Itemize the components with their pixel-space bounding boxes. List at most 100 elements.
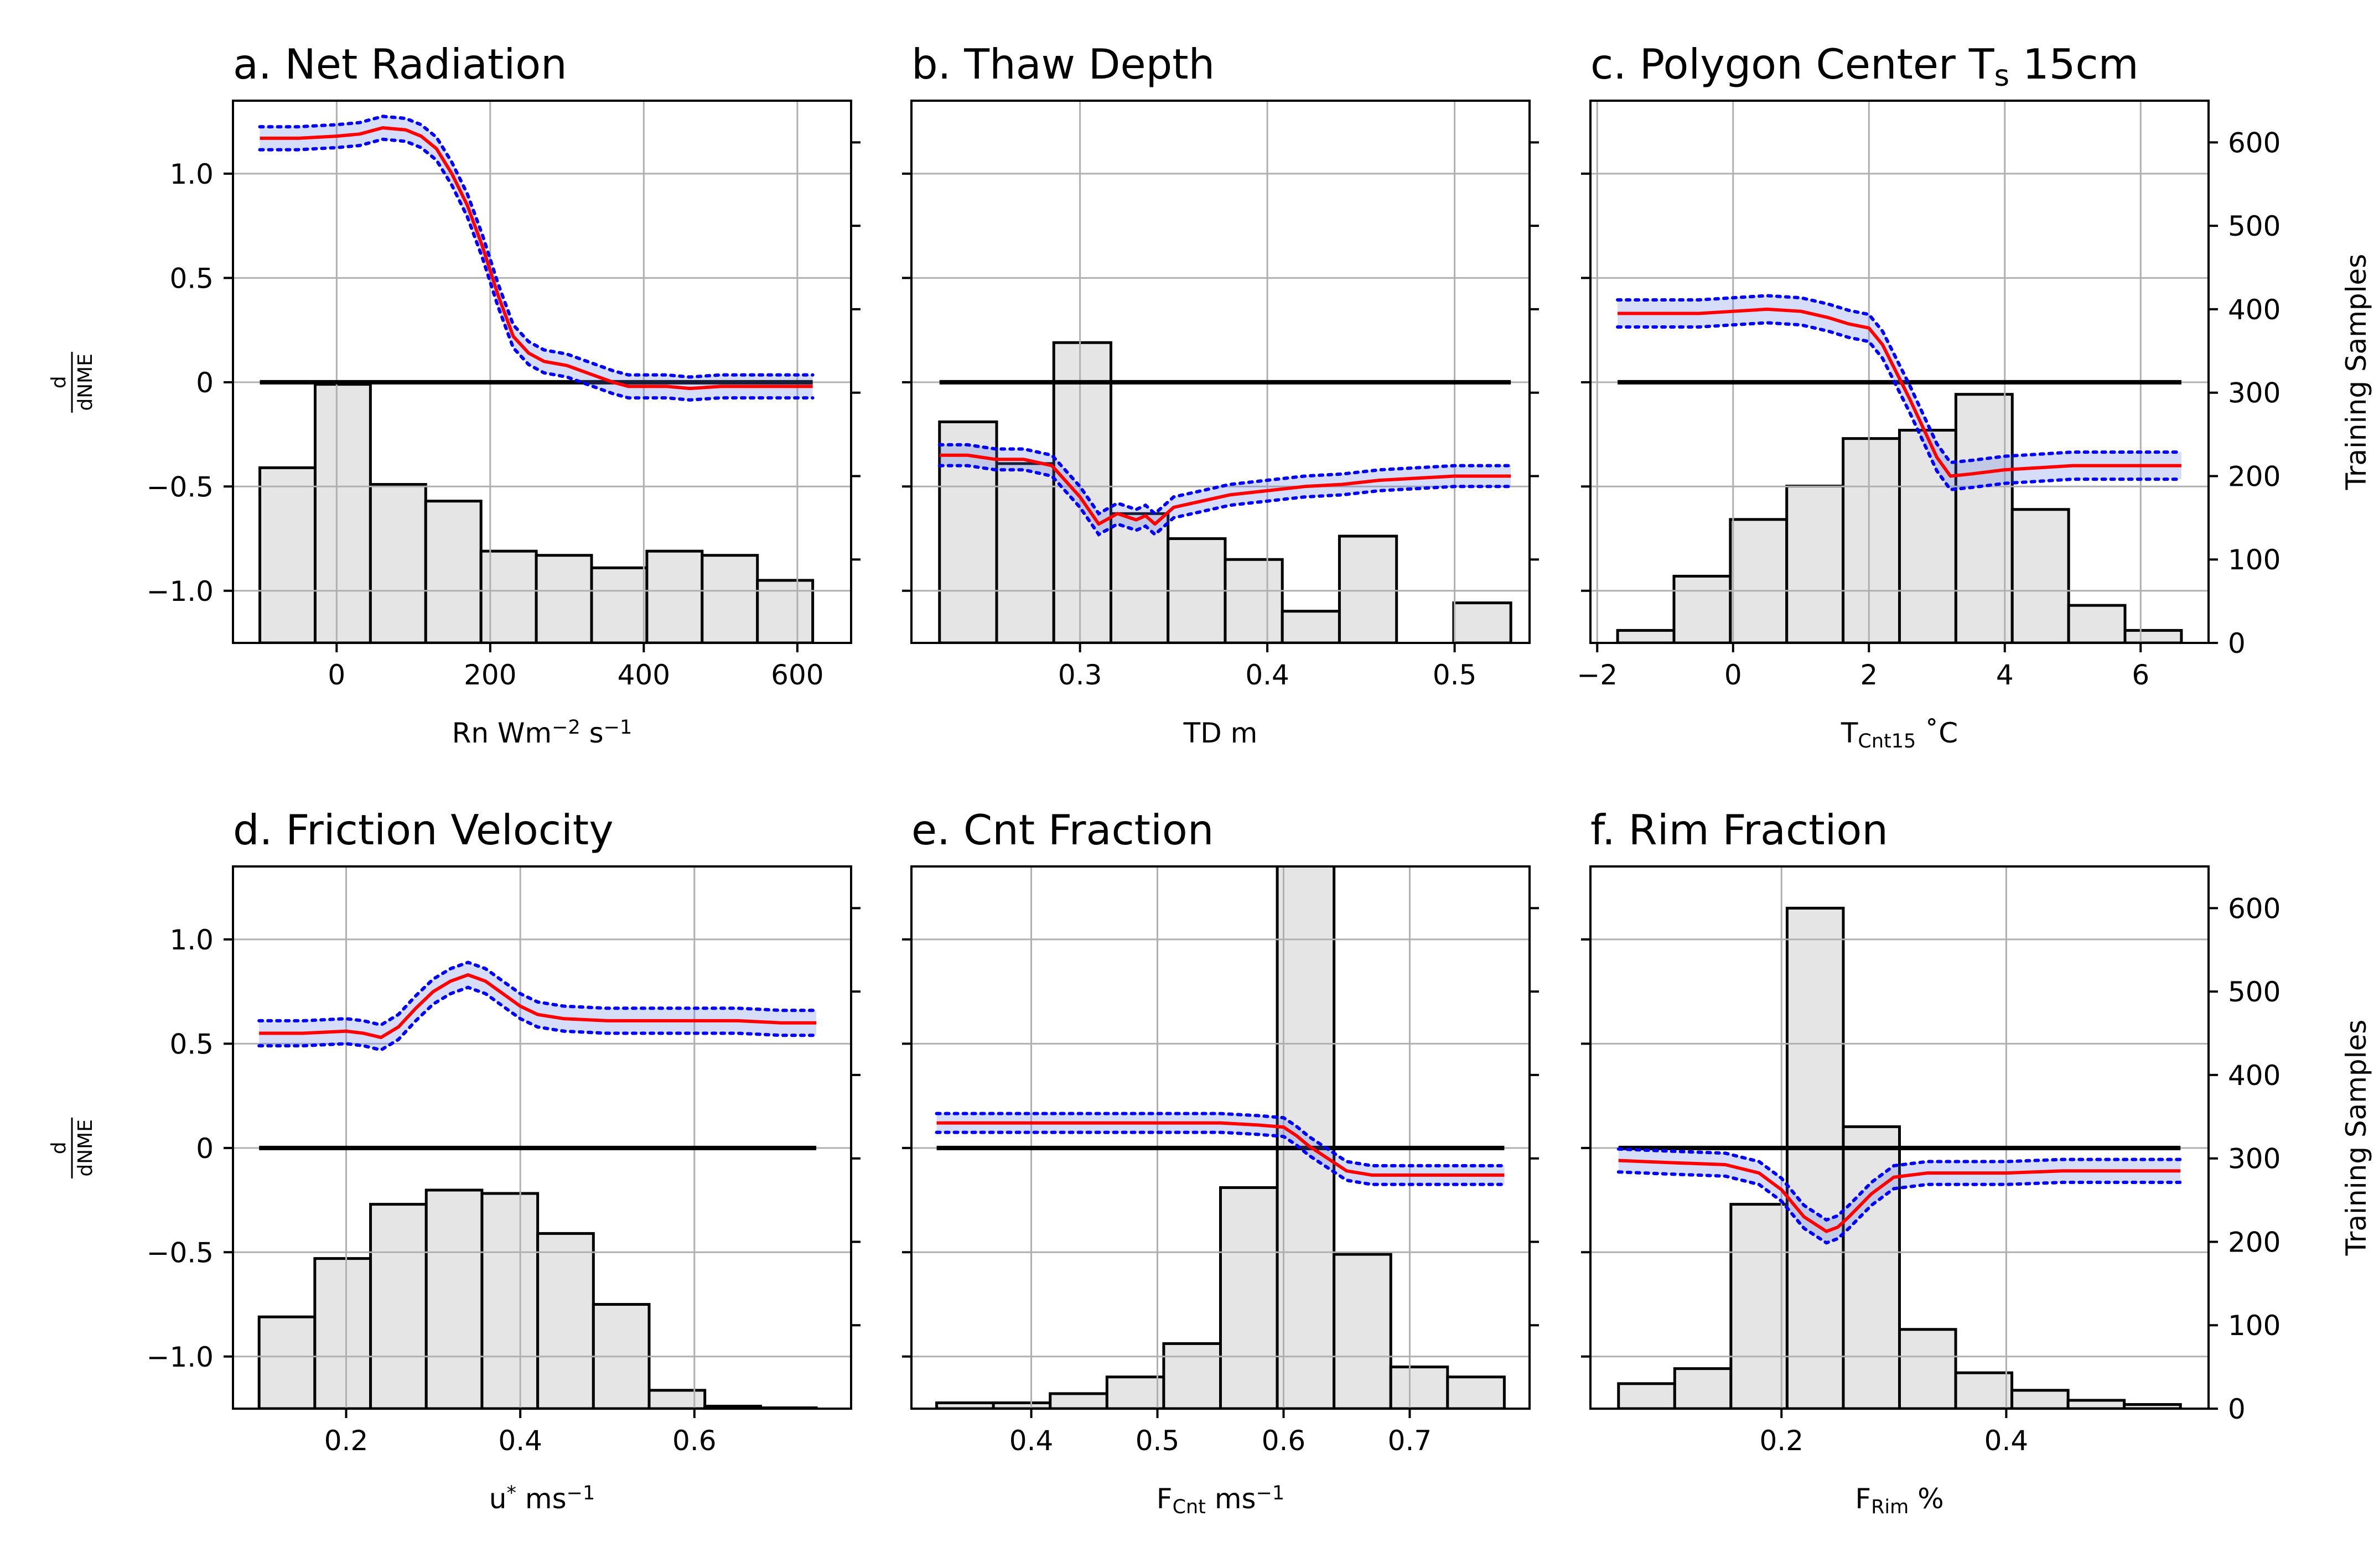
x-axis-label-part: −2 — [552, 716, 581, 739]
histogram-bar — [1105, 1375, 1165, 1409]
x-axis-label: TCnt15 ˚C — [1841, 717, 1958, 752]
y2-axis-label: Training Samples — [2340, 254, 2372, 491]
panel-title-part: d. Friction Velocity — [233, 806, 614, 854]
histogram-bar — [2066, 1399, 2126, 1409]
y-tick-label: 1.0 — [169, 158, 214, 190]
panel-a: 0 200 400 600 −1.0 −0.5 0 0.5 1.0 a. Net Radiatio… — [48, 40, 861, 749]
panel-title-part: e. Cnt Fraction — [911, 806, 1214, 854]
upper-bound-line — [937, 443, 1513, 516]
panel-title: f. Rim Fraction — [1590, 806, 1888, 854]
panel-e: 0.4 0.5 0.6 0.7 e. Cnt Fraction FCnt ms−1 — [902, 806, 1539, 1518]
histogram-bar — [701, 554, 759, 643]
x-tick-label: 0.4 — [1245, 659, 1289, 691]
histogram-bar — [257, 1315, 317, 1409]
x-tick-label: 0.6 — [1262, 1425, 1306, 1457]
upper-bound-line — [1616, 1147, 2183, 1222]
histogram-bar — [369, 1203, 428, 1409]
y2-tick-label: 600 — [2228, 127, 2280, 159]
y-tick-label: 0.5 — [169, 262, 214, 294]
x-tick-label: 6 — [2132, 659, 2149, 691]
axes-frame — [232, 865, 852, 1410]
y-axis-label: d dNME — [48, 351, 97, 413]
x-tick-label: 0.7 — [1388, 1425, 1432, 1457]
histogram-bar — [258, 466, 317, 643]
plot-area — [233, 101, 851, 643]
panels: 0 200 400 600−1.0−0.500.51.0a. Net Radiatio… — [48, 40, 2372, 1518]
axes-frame — [910, 100, 1531, 644]
histogram-bar — [1333, 1253, 1392, 1409]
panel-title: a. Net Radiation — [233, 40, 567, 89]
y-label-numerator: d — [48, 376, 70, 388]
y-tick-label: −1.0 — [147, 575, 214, 608]
histogram-bar — [1954, 1371, 2014, 1409]
x-tick-label: 600 — [771, 659, 823, 691]
x-tick-label: 0 — [328, 659, 345, 691]
x-tick-label: 0.4 — [1984, 1425, 2029, 1457]
histogram-bar — [1049, 1392, 1108, 1409]
panel-b: 0.3 0.4 0.5 b. Thaw Depth TD m — [902, 40, 1539, 749]
x-tick-label: 0.6 — [672, 1425, 717, 1457]
x-axis-label: FCnt ms−1 — [1157, 1482, 1284, 1518]
x-axis-label-part: s — [581, 717, 604, 749]
x-axis-label-part: −1 — [604, 716, 633, 739]
panel-title-part: s — [1994, 59, 2010, 93]
histogram-bar — [1276, 866, 1336, 1409]
histogram-bar — [1616, 629, 1676, 643]
histogram-bar — [1729, 1203, 1789, 1409]
histogram-bar — [1954, 393, 2014, 643]
panel-f: 0.2 0.4 0 100 200 300 400 500 600 f. Rim Fraction… — [1581, 806, 2372, 1518]
y2-tick-label: 400 — [2228, 1060, 2280, 1092]
x-axis-label-part: −1 — [1256, 1482, 1285, 1504]
x-tick-label: 0.2 — [1759, 1425, 1803, 1457]
x-axis-label-part: F — [1157, 1483, 1173, 1515]
x-tick-label: 4 — [1996, 659, 2014, 691]
histogram-bar — [1219, 1186, 1279, 1409]
y-tick-label: 1.0 — [169, 924, 214, 956]
plot-area — [1590, 866, 2209, 1409]
histogram-bar — [1673, 1367, 1733, 1409]
plot-area — [911, 866, 1530, 1409]
histogram-bar — [756, 579, 815, 643]
y2-tick-label: 200 — [2228, 1226, 2280, 1258]
x-axis-label: FRim % — [1855, 1483, 1943, 1518]
lower-bound-line — [258, 137, 815, 402]
lower-bound-line — [1616, 1170, 2183, 1245]
x-tick-label: 200 — [464, 659, 516, 691]
panel-title-part: f. Rim Fraction — [1590, 806, 1888, 854]
upper-bound-line — [258, 115, 815, 379]
histogram-bar — [995, 462, 1055, 643]
histogram-bar — [1224, 558, 1284, 643]
x-axis-label-part: F — [1855, 1483, 1871, 1515]
histogram-bar — [424, 500, 483, 643]
histogram-bar — [1109, 512, 1170, 643]
panel-title-part: 15cm — [2009, 40, 2139, 89]
histogram-bar — [1338, 534, 1398, 643]
x-axis-label: u* ms−1 — [489, 1482, 595, 1515]
x-axis-label-part: % — [1909, 1483, 1943, 1515]
upper-bound-line — [1616, 294, 2183, 465]
lower-bound-line — [935, 1130, 1506, 1186]
x-axis-label-part: Cnt15 — [1858, 730, 1916, 752]
x-tick-label: 2 — [1860, 659, 1878, 691]
x-tick-label: 0.4 — [498, 1425, 542, 1457]
x-tick-label: 0.5 — [1433, 659, 1477, 691]
x-axis-label-part: * — [506, 1482, 516, 1504]
histogram-bar — [1785, 485, 1845, 643]
histogram-bar — [590, 566, 649, 643]
mean-response-line — [260, 126, 813, 391]
y2-tick-label: 300 — [2228, 377, 2280, 409]
histogram-bar — [1672, 574, 1732, 643]
histogram-bar — [647, 1389, 707, 1409]
mean-response-line — [1618, 307, 2181, 478]
y2-tick-label: 300 — [2228, 1143, 2280, 1175]
x-tick-label: 0.2 — [324, 1425, 369, 1457]
x-axis-label-part: Rim — [1871, 1496, 1909, 1518]
axes-frame — [910, 865, 1531, 1410]
mean-response-line — [936, 1121, 1505, 1177]
panel-title-part: c. Polygon Center T — [1590, 40, 1995, 89]
histogram-bar — [480, 1192, 540, 1409]
mean-response-line — [939, 453, 1511, 526]
x-tick-label: 0.3 — [1058, 659, 1102, 691]
histogram-bar — [645, 549, 704, 643]
histogram-bar — [369, 483, 427, 643]
